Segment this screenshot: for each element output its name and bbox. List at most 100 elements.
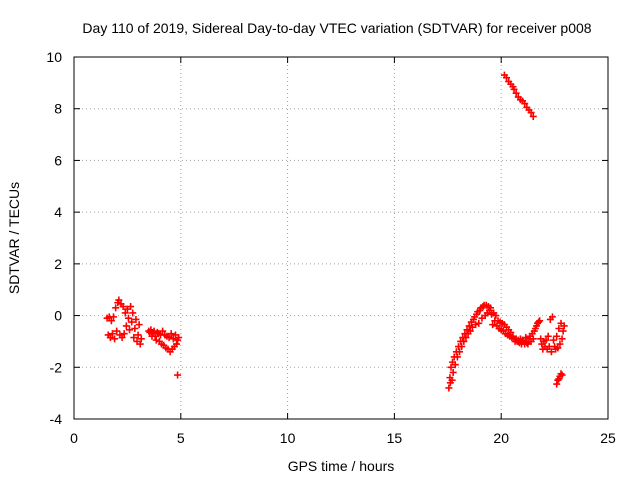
data-point: [492, 312, 500, 320]
data-points: [103, 71, 568, 392]
data-point: [512, 89, 520, 97]
data-point: [175, 334, 183, 342]
data-point: [554, 344, 562, 352]
data-point: [503, 74, 511, 82]
x-axis-label: GPS time / hours: [288, 458, 395, 474]
data-point: [521, 100, 529, 108]
data-point: [118, 334, 126, 342]
data-point: [466, 327, 474, 335]
data-point: [529, 112, 537, 120]
y-tick-label: 0: [54, 308, 62, 324]
data-point: [465, 322, 473, 330]
data-point: [130, 334, 138, 342]
data-point: [107, 317, 115, 325]
data-point: [522, 334, 530, 342]
data-point: [126, 326, 134, 334]
axis-ticks: 0 5 10 15 20 25 -4 -2 0 2 4 6 8 10: [46, 49, 616, 446]
data-point: [110, 313, 118, 321]
y-tick-label: 10: [46, 49, 62, 65]
data-point: [147, 326, 155, 334]
data-point: [558, 335, 566, 343]
x-tick-label: 25: [600, 430, 616, 446]
data-point: [127, 303, 135, 311]
data-point: [167, 330, 175, 338]
x-tick-label: 15: [387, 430, 403, 446]
data-point: [134, 331, 142, 339]
y-tick-label: 6: [54, 152, 62, 168]
data-point: [150, 327, 158, 335]
grid-lines: [74, 57, 608, 419]
data-point: [115, 296, 123, 304]
data-point: [527, 109, 535, 117]
y-tick-label: 2: [54, 256, 62, 272]
data-point: [448, 376, 456, 384]
x-tick-label: 20: [493, 430, 509, 446]
data-point: [553, 332, 561, 340]
data-point: [152, 336, 160, 344]
data-point: [462, 334, 470, 342]
data-point: [489, 321, 497, 329]
data-point: [445, 384, 453, 392]
x-tick-label: 5: [177, 430, 185, 446]
data-point: [451, 361, 459, 369]
data-point: [169, 335, 177, 343]
data-point: [108, 330, 116, 338]
data-point: [129, 309, 137, 317]
data-point: [135, 321, 143, 329]
data-point: [119, 303, 127, 311]
data-point: [120, 330, 128, 338]
data-point: [487, 304, 495, 312]
y-tick-label: -2: [50, 359, 63, 375]
data-point: [510, 85, 518, 93]
data-point: [460, 337, 468, 345]
y-axis-label: SDTVAR / TECUs: [6, 182, 22, 294]
data-point: [559, 327, 567, 335]
data-point: [558, 371, 566, 379]
data-point: [137, 335, 145, 343]
y-tick-label: 4: [54, 204, 62, 220]
data-point: [472, 321, 480, 329]
data-point: [132, 315, 140, 323]
data-point: [449, 368, 457, 376]
data-point: [122, 322, 130, 330]
data-point: [463, 326, 471, 334]
data-point: [507, 328, 515, 336]
data-point: [553, 380, 561, 388]
data-point: [535, 318, 543, 326]
data-point: [159, 327, 167, 335]
data-point: [124, 314, 132, 322]
y-tick-label: -4: [50, 411, 63, 427]
data-point: [536, 317, 544, 325]
data-point: [555, 325, 563, 332]
data-point: [458, 343, 466, 351]
y-tick-label: 8: [54, 101, 62, 117]
data-point: [456, 348, 464, 356]
data-point: [556, 340, 564, 348]
data-point: [136, 340, 144, 348]
data-point: [453, 353, 461, 361]
data-point: [557, 370, 565, 378]
data-point: [131, 325, 139, 332]
data-point: [165, 334, 173, 342]
chart-title: Day 110 of 2019, Sidereal Day-to-day VTE…: [82, 20, 591, 36]
data-point: [523, 339, 531, 347]
data-point: [106, 334, 114, 342]
data-point: [121, 309, 129, 317]
data-point: [529, 335, 537, 343]
data-point: [173, 340, 181, 348]
data-point: [554, 376, 562, 384]
data-point: [112, 304, 120, 312]
x-tick-label: 0: [70, 430, 78, 446]
data-point: [542, 336, 550, 344]
data-point: [113, 327, 121, 335]
data-point: [548, 313, 556, 321]
data-point: [544, 332, 552, 340]
data-point: [111, 335, 119, 343]
data-point: [475, 319, 483, 327]
x-tick-label: 10: [280, 430, 296, 446]
data-point: [547, 348, 555, 356]
data-point: [560, 322, 568, 330]
data-point: [174, 371, 182, 379]
data-point: [128, 318, 136, 326]
data-point: [447, 363, 455, 371]
